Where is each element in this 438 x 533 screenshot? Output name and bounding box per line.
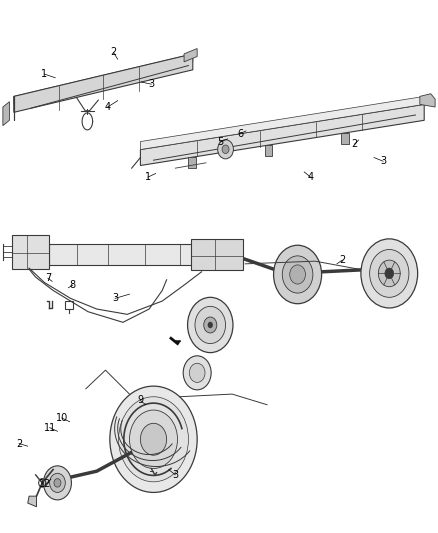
Circle shape <box>378 260 400 287</box>
Text: 1: 1 <box>145 172 151 182</box>
Text: 2: 2 <box>351 139 357 149</box>
Circle shape <box>290 265 305 284</box>
Circle shape <box>119 397 188 482</box>
Bar <box>188 157 196 168</box>
Circle shape <box>110 386 197 492</box>
Text: 10: 10 <box>56 413 68 423</box>
Bar <box>341 133 349 143</box>
Bar <box>65 301 73 309</box>
Circle shape <box>385 268 394 279</box>
Text: 1: 1 <box>41 69 47 79</box>
Circle shape <box>187 297 233 353</box>
Circle shape <box>130 410 177 469</box>
Circle shape <box>204 317 217 333</box>
Circle shape <box>43 466 71 500</box>
Circle shape <box>189 364 205 382</box>
Text: 9: 9 <box>138 395 144 406</box>
Polygon shape <box>141 104 424 165</box>
Text: 2: 2 <box>110 47 117 57</box>
Bar <box>265 145 272 156</box>
Text: 5: 5 <box>217 137 223 147</box>
Text: 2: 2 <box>339 255 345 265</box>
Bar <box>191 239 243 270</box>
Polygon shape <box>141 96 424 150</box>
Text: 7: 7 <box>45 273 51 283</box>
Polygon shape <box>14 54 193 112</box>
Polygon shape <box>174 341 180 344</box>
Text: 3: 3 <box>172 470 178 480</box>
Text: 4: 4 <box>307 172 314 182</box>
Polygon shape <box>14 54 193 104</box>
Text: 4: 4 <box>105 102 111 112</box>
Circle shape <box>370 249 409 297</box>
Circle shape <box>283 256 313 293</box>
Polygon shape <box>28 496 36 507</box>
Polygon shape <box>184 49 197 62</box>
Circle shape <box>222 145 229 154</box>
Circle shape <box>195 306 226 344</box>
Polygon shape <box>420 94 435 107</box>
Text: 3: 3 <box>112 293 118 303</box>
Bar <box>12 235 49 269</box>
Text: 6: 6 <box>237 128 243 139</box>
Circle shape <box>274 245 321 304</box>
Text: 11: 11 <box>43 423 56 433</box>
Circle shape <box>49 473 65 492</box>
Circle shape <box>183 356 211 390</box>
Circle shape <box>361 239 418 308</box>
Text: 2: 2 <box>16 439 22 449</box>
Circle shape <box>218 140 233 159</box>
Circle shape <box>141 423 166 455</box>
Text: 8: 8 <box>70 280 76 290</box>
Bar <box>49 244 232 265</box>
Text: 12: 12 <box>39 480 51 489</box>
Text: 3: 3 <box>148 79 154 89</box>
Circle shape <box>208 322 213 328</box>
Circle shape <box>54 479 61 487</box>
Polygon shape <box>3 102 10 126</box>
Text: 3: 3 <box>380 156 386 166</box>
